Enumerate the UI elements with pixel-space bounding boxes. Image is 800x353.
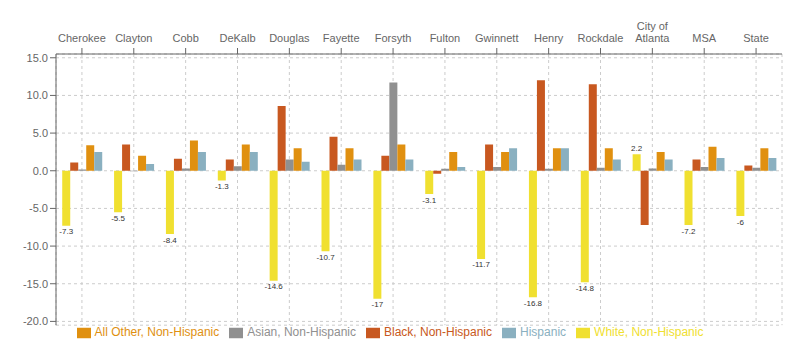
svg-text:Clayton: Clayton bbox=[115, 32, 152, 44]
svg-text:-11.7: -11.7 bbox=[472, 260, 490, 269]
svg-text:Rockdale: Rockdale bbox=[578, 32, 624, 44]
svg-text:Cherokee: Cherokee bbox=[58, 32, 106, 44]
html-text:Hispanic: Hispanic bbox=[520, 325, 567, 340]
svg-text:-17: -17 bbox=[372, 300, 384, 309]
html-text:White, Non-Hispanic: White, Non-Hispanic bbox=[594, 325, 704, 340]
svg-text:2.2: 2.2 bbox=[631, 144, 643, 153]
svg-text:DeKalb: DeKalb bbox=[219, 32, 255, 44]
svg-text:5.0: 5.0 bbox=[33, 127, 48, 139]
svg-text:-14.8: -14.8 bbox=[576, 284, 595, 293]
svg-text:-14.6: -14.6 bbox=[265, 282, 284, 291]
svg-text:-10.7: -10.7 bbox=[316, 253, 335, 262]
svg-text:0.0: 0.0 bbox=[33, 165, 48, 177]
svg-text:Cobb: Cobb bbox=[172, 32, 198, 44]
svg-text:15.0: 15.0 bbox=[27, 52, 48, 64]
svg-text:State: State bbox=[743, 32, 769, 44]
svg-text:MSA: MSA bbox=[692, 32, 717, 44]
svg-text:-20.0: -20.0 bbox=[23, 315, 48, 327]
svg-text:Gwinnett: Gwinnett bbox=[475, 32, 518, 44]
svg-text:-7.2: -7.2 bbox=[682, 227, 696, 236]
svg-text:-8.4: -8.4 bbox=[163, 236, 177, 245]
svg-text:-3.1: -3.1 bbox=[422, 196, 436, 205]
svg-text:Fayette: Fayette bbox=[323, 32, 360, 44]
svg-text:-10.0: -10.0 bbox=[23, 240, 48, 252]
svg-text:Henry: Henry bbox=[534, 32, 564, 44]
svg-text:10.0: 10.0 bbox=[27, 89, 48, 101]
svg-text:-1.3: -1.3 bbox=[215, 182, 229, 191]
svg-text:-5.5: -5.5 bbox=[111, 214, 125, 223]
svg-text:-7.3: -7.3 bbox=[59, 227, 73, 236]
svg-text:Fulton: Fulton bbox=[430, 32, 461, 44]
svg-text:City ofAtlanta: City ofAtlanta bbox=[635, 20, 670, 44]
svg-text:-15.0: -15.0 bbox=[23, 278, 48, 290]
html-text:All Other, Non-Hispanic: All Other, Non-Hispanic bbox=[94, 325, 220, 340]
svg-text:Douglas: Douglas bbox=[269, 32, 310, 44]
svg-text:-5.0: -5.0 bbox=[29, 202, 48, 214]
html-text:Asian, Non-Hispanic: Asian, Non-Hispanic bbox=[247, 325, 356, 340]
html-text:Black, Non-Hispanic: Black, Non-Hispanic bbox=[384, 325, 492, 340]
svg-text:-16.8: -16.8 bbox=[524, 299, 543, 308]
svg-text:-6: -6 bbox=[737, 218, 745, 227]
svg-text:Forsyth: Forsyth bbox=[375, 32, 412, 44]
